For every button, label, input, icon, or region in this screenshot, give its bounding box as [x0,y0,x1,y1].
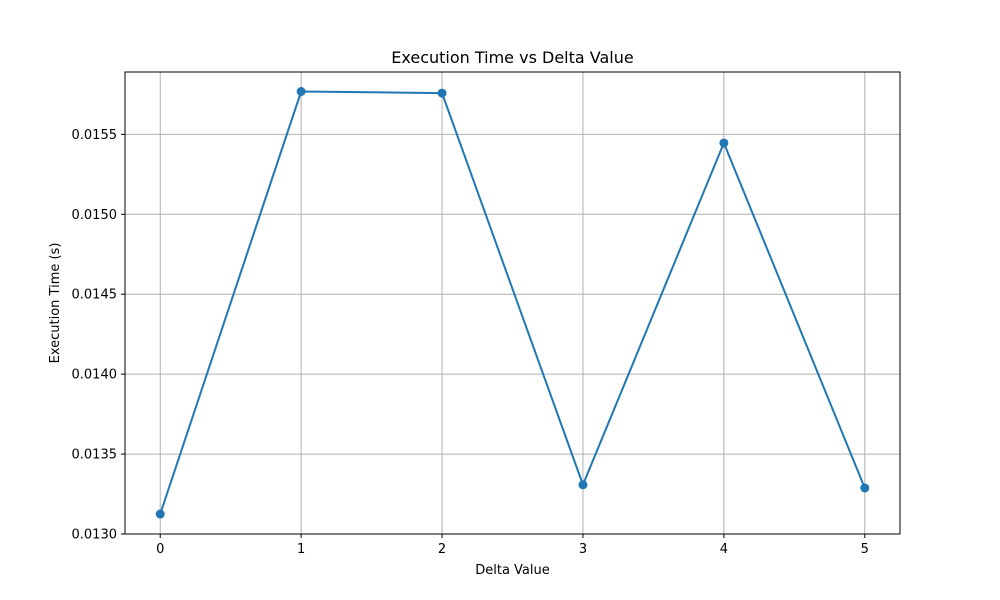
y-tick-label: 0.0150 [72,208,118,223]
axis-ticks: 0 1 2 3 4 5 0.0130 0.0135 0.0140 0.0145 0.0150 0.01… [72,128,869,557]
x-tick-label: 5 [861,542,869,557]
data-point [296,87,306,97]
chart-title: Execution Time vs Delta Value [391,48,633,67]
grid [125,72,900,535]
plot-frame [124,71,901,535]
data-point [155,509,165,519]
y-tick-label: 0.0155 [72,128,118,143]
y-axis-label: Execution Time (s) [48,243,63,364]
data-point [719,138,729,148]
x-tick-label: 3 [579,542,587,557]
series-group [155,87,870,519]
x-axis-label: Delta Value [475,563,550,578]
data-point [437,88,447,98]
data-point [860,483,870,493]
y-tick-label: 0.0140 [72,368,118,383]
y-tick-label: 0.0135 [72,448,118,463]
x-tick-label: 0 [156,542,164,557]
y-tick-label: 0.0145 [72,288,118,303]
x-tick-label: 4 [720,542,728,557]
series-line [159,90,866,515]
data-point [578,480,588,490]
y-tick-label: 0.0130 [72,528,118,543]
x-tick-label: 1 [297,542,305,557]
x-tick-label: 2 [438,542,446,557]
